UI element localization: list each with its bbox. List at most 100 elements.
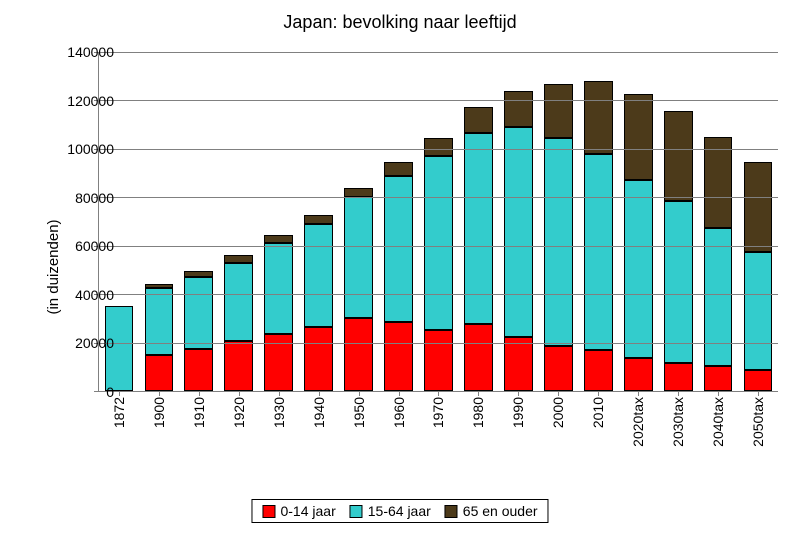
- bar-segment-a: [544, 346, 573, 391]
- bar-slot: 1970: [419, 52, 459, 391]
- x-tick-label: 2010: [590, 391, 606, 428]
- gridline: [99, 52, 778, 53]
- bar-segment-a: [424, 330, 453, 391]
- bar-segment-c: [384, 162, 413, 175]
- bar-segment-a: [184, 349, 213, 391]
- x-tick-label: 1950: [351, 391, 367, 428]
- x-tick-label: 2030tax: [670, 391, 686, 447]
- bar-slot: 2050tax: [738, 52, 778, 391]
- chart-title: Japan: bevolking naar leeftijd: [0, 12, 800, 33]
- legend-swatch: [262, 505, 275, 518]
- bar-segment-b: [704, 228, 733, 366]
- bar-segment-b: [304, 224, 333, 327]
- stacked-bar: [664, 52, 693, 391]
- bar-slot: 2040tax: [698, 52, 738, 391]
- stacked-bar: [704, 52, 733, 391]
- chart-container: Japan: bevolking naar leeftijd (in duize…: [0, 0, 800, 533]
- x-tick-label: 1920: [231, 391, 247, 428]
- y-tick-label: 0: [54, 384, 114, 400]
- bar-segment-b: [504, 127, 533, 336]
- bar-segment-c: [424, 138, 453, 156]
- bar-slot: 1990: [498, 52, 538, 391]
- legend-swatch: [350, 505, 363, 518]
- legend-label: 15-64 jaar: [368, 503, 431, 519]
- legend-item-15-64: 15-64 jaar: [350, 503, 431, 519]
- bar-segment-b: [624, 180, 653, 358]
- stacked-bar: [184, 52, 213, 391]
- bar-slot: 1910: [179, 52, 219, 391]
- stacked-bar: [424, 52, 453, 391]
- bar-segment-a: [344, 318, 373, 391]
- bar-segment-b: [744, 252, 773, 371]
- bar-segment-b: [224, 263, 253, 342]
- stacked-bar: [145, 52, 174, 391]
- stacked-bar: [264, 52, 293, 391]
- gridline: [99, 294, 778, 295]
- x-tick-label: 2050tax: [750, 391, 766, 447]
- bar-segment-a: [384, 322, 413, 391]
- bar-segment-c: [304, 215, 333, 223]
- bar-segment-c: [464, 107, 493, 134]
- stacked-bar: [464, 52, 493, 391]
- bars-layer: 1872190019101920193019401950196019701980…: [99, 52, 778, 391]
- x-tick-label: 2000: [550, 391, 566, 428]
- bar-segment-a: [304, 327, 333, 391]
- bar-segment-c: [584, 81, 613, 154]
- bar-segment-c: [664, 111, 693, 201]
- bar-segment-a: [464, 324, 493, 391]
- bar-segment-c: [704, 137, 733, 228]
- bar-segment-a: [504, 337, 533, 391]
- y-tick-label: 140000: [54, 44, 114, 60]
- bar-segment-b: [664, 201, 693, 363]
- x-tick-label: 2020tax: [630, 391, 646, 447]
- stacked-bar: [224, 52, 253, 391]
- bar-segment-b: [145, 288, 174, 355]
- y-tick-label: 40000: [54, 287, 114, 303]
- y-tick-label: 60000: [54, 238, 114, 254]
- bar-slot: 1920: [219, 52, 259, 391]
- bar-segment-b: [184, 277, 213, 348]
- bar-segment-c: [504, 91, 533, 127]
- x-tick-label: 1900: [151, 391, 167, 428]
- plot-area: 1872190019101920193019401950196019701980…: [98, 52, 778, 392]
- bar-slot: 1900: [139, 52, 179, 391]
- gridline: [99, 197, 778, 198]
- bar-segment-c: [344, 188, 373, 198]
- x-tick-label: 1980: [470, 391, 486, 428]
- bar-segment-b: [264, 243, 293, 334]
- x-tick-label: 1910: [191, 391, 207, 428]
- y-tick-label: 80000: [54, 190, 114, 206]
- stacked-bar: [544, 52, 573, 391]
- gridline: [99, 246, 778, 247]
- bar-segment-c: [744, 162, 773, 252]
- stacked-bar: [744, 52, 773, 391]
- y-tick-label: 20000: [54, 335, 114, 351]
- bar-segment-a: [584, 350, 613, 391]
- gridline: [99, 343, 778, 344]
- bar-slot: 2000: [538, 52, 578, 391]
- bar-segment-b: [584, 154, 613, 350]
- bar-slot: 1980: [458, 52, 498, 391]
- bar-segment-a: [664, 363, 693, 391]
- stacked-bar: [304, 52, 333, 391]
- bar-slot: 2030tax: [658, 52, 698, 391]
- x-tick-label: 2040tax: [710, 391, 726, 447]
- bar-segment-b: [464, 133, 493, 324]
- gridline: [99, 100, 778, 101]
- legend-item-0-14: 0-14 jaar: [262, 503, 335, 519]
- legend-label: 65 en ouder: [463, 503, 538, 519]
- stacked-bar: [504, 52, 533, 391]
- x-tick-label: 1990: [510, 391, 526, 428]
- stacked-bar: [584, 52, 613, 391]
- legend: 0-14 jaar 15-64 jaar 65 en ouder: [251, 499, 548, 523]
- bar-slot: 1950: [339, 52, 379, 391]
- bar-slot: 1930: [259, 52, 299, 391]
- bar-slot: 2010: [578, 52, 618, 391]
- x-tick-label: 1940: [311, 391, 327, 428]
- x-tick-label: 1960: [391, 391, 407, 428]
- bar-segment-a: [224, 341, 253, 391]
- bar-segment-c: [145, 284, 174, 288]
- y-tick-label: 100000: [54, 141, 114, 157]
- bar-segment-c: [544, 84, 573, 138]
- bar-slot: 2020tax: [618, 52, 658, 391]
